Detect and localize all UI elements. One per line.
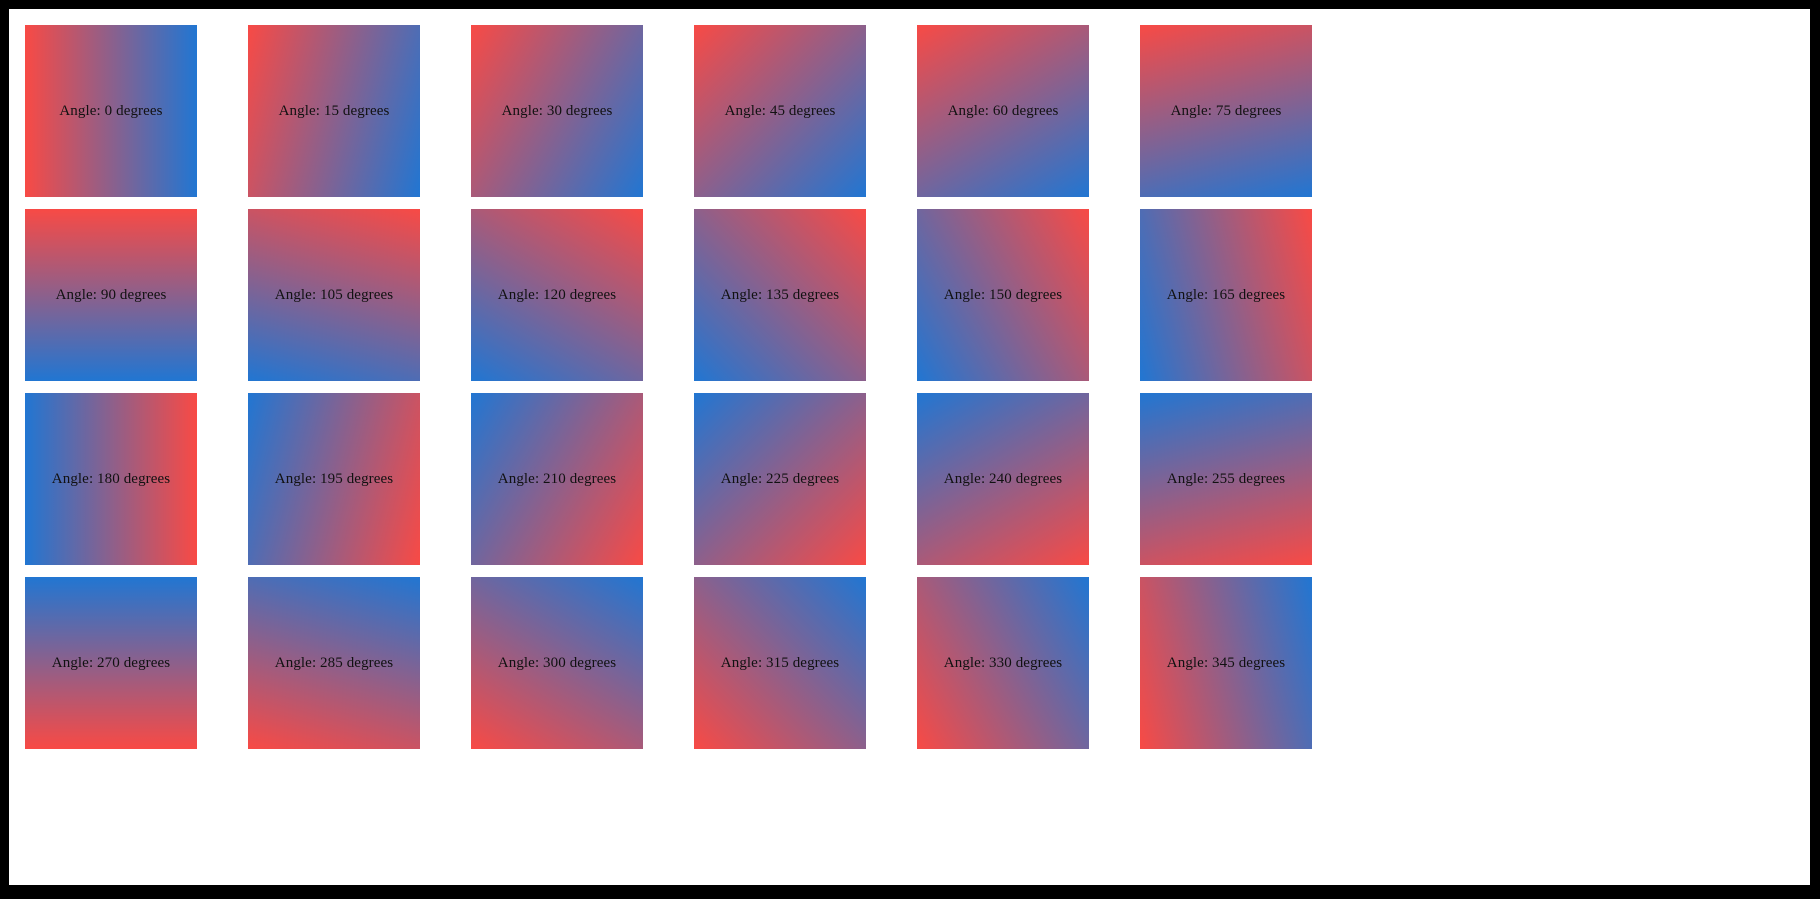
gradient-tile-label: Angle: 45 degrees xyxy=(724,102,836,119)
gradient-tile: Angle: 345 degrees xyxy=(1140,577,1312,749)
gradient-tile-label: Angle: 210 degrees xyxy=(497,470,617,487)
gradient-tile: Angle: 180 degrees xyxy=(25,393,197,565)
gradient-tile-label: Angle: 315 degrees xyxy=(720,654,840,671)
gradient-tile-label: Angle: 165 degrees xyxy=(1166,286,1286,303)
gradient-tile-label: Angle: 225 degrees xyxy=(720,470,840,487)
gradient-tile-label: Angle: 345 degrees xyxy=(1166,654,1286,671)
gradient-tile-label: Angle: 195 degrees xyxy=(274,470,394,487)
gradient-tile: Angle: 255 degrees xyxy=(1140,393,1312,565)
gradient-tile-label: Angle: 300 degrees xyxy=(497,654,617,671)
gradient-tile-label: Angle: 255 degrees xyxy=(1166,470,1286,487)
gradient-tile-label: Angle: 0 degrees xyxy=(59,102,163,119)
gradient-tile-label: Angle: 120 degrees xyxy=(497,286,617,303)
gradient-tile-label: Angle: 150 degrees xyxy=(943,286,1063,303)
gradient-tile-label: Angle: 30 degrees xyxy=(501,102,613,119)
gradient-tile: Angle: 150 degrees xyxy=(917,209,1089,381)
gradient-tile: Angle: 0 degrees xyxy=(25,25,197,197)
gradient-tile-label: Angle: 105 degrees xyxy=(274,286,394,303)
gradient-tile: Angle: 135 degrees xyxy=(694,209,866,381)
gradient-tile-label: Angle: 60 degrees xyxy=(947,102,1059,119)
gradient-tile: Angle: 285 degrees xyxy=(248,577,420,749)
gradient-tile: Angle: 105 degrees xyxy=(248,209,420,381)
gradient-tile: Angle: 30 degrees xyxy=(471,25,643,197)
gradient-tile-label: Angle: 135 degrees xyxy=(720,286,840,303)
gradient-tile: Angle: 315 degrees xyxy=(694,577,866,749)
gradient-tile-label: Angle: 240 degrees xyxy=(943,470,1063,487)
gradient-tile: Angle: 270 degrees xyxy=(25,577,197,749)
gradient-tile: Angle: 165 degrees xyxy=(1140,209,1312,381)
gradient-tile: Angle: 45 degrees xyxy=(694,25,866,197)
gradient-tile-label: Angle: 330 degrees xyxy=(943,654,1063,671)
gradient-tile: Angle: 15 degrees xyxy=(248,25,420,197)
gradient-tile-label: Angle: 270 degrees xyxy=(51,654,171,671)
gradient-tile: Angle: 240 degrees xyxy=(917,393,1089,565)
gradient-tile: Angle: 60 degrees xyxy=(917,25,1089,197)
gradient-tile: Angle: 120 degrees xyxy=(471,209,643,381)
gradient-tile: Angle: 300 degrees xyxy=(471,577,643,749)
gradient-tile-grid: Angle: 0 degrees Angle: 15 degrees Angle: … xyxy=(25,25,1810,749)
page-canvas: Angle: 0 degrees Angle: 15 degrees Angle: … xyxy=(9,9,1810,885)
gradient-tile: Angle: 75 degrees xyxy=(1140,25,1312,197)
gradient-tile: Angle: 210 degrees xyxy=(471,393,643,565)
gradient-tile-label: Angle: 285 degrees xyxy=(274,654,394,671)
gradient-tile: Angle: 225 degrees xyxy=(694,393,866,565)
gradient-tile: Angle: 330 degrees xyxy=(917,577,1089,749)
gradient-tile-label: Angle: 180 degrees xyxy=(51,470,171,487)
gradient-tile-label: Angle: 90 degrees xyxy=(55,286,167,303)
gradient-tile: Angle: 90 degrees xyxy=(25,209,197,381)
gradient-tile-label: Angle: 15 degrees xyxy=(278,102,390,119)
gradient-tile-label: Angle: 75 degrees xyxy=(1170,102,1282,119)
gradient-tile: Angle: 195 degrees xyxy=(248,393,420,565)
